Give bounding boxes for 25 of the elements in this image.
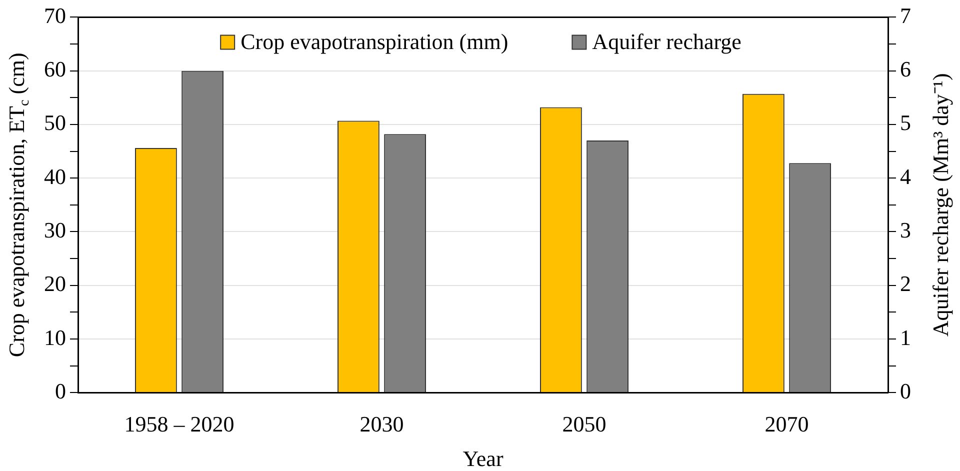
y2-tick-label: 4 (900, 164, 911, 189)
x-tick-label: 2070 (764, 412, 809, 437)
legend-label: Crop evapotranspiration (mm) (240, 28, 508, 54)
y-tick-label: 0 (55, 378, 66, 404)
y2-tick-label: 5 (900, 110, 911, 136)
y-tick-label: 30 (44, 217, 66, 242)
legend-label: Aquifer recharge (592, 28, 742, 54)
x-tick-label: 2050 (562, 412, 606, 437)
x-axis-title: Year (462, 446, 504, 471)
y-tick-label: 10 (44, 324, 66, 350)
y2-tick-label: 2 (900, 271, 911, 296)
y2-tick-label: 1 (900, 324, 911, 350)
x-tick-label: 1958 – 2020 (124, 412, 234, 437)
y-axis-title: Crop evapotranspiration, ETc (cm) (4, 52, 32, 358)
x-tick-label: 2030 (360, 412, 404, 437)
y-tick-label: 40 (44, 164, 66, 189)
y2-tick-label: 6 (900, 56, 911, 82)
y2-tick-label: 7 (900, 2, 911, 28)
y-tick-label: 70 (44, 2, 66, 28)
y-tick-label: 60 (44, 56, 66, 82)
y2-tick-label: 0 (900, 378, 911, 404)
y2-axis-title: Aquifer recharge (Mm³ day⁻¹) (928, 73, 953, 337)
y2-tick-label: 3 (900, 217, 911, 242)
y-tick-label: 20 (44, 271, 66, 296)
y-tick-label: 50 (44, 110, 66, 136)
